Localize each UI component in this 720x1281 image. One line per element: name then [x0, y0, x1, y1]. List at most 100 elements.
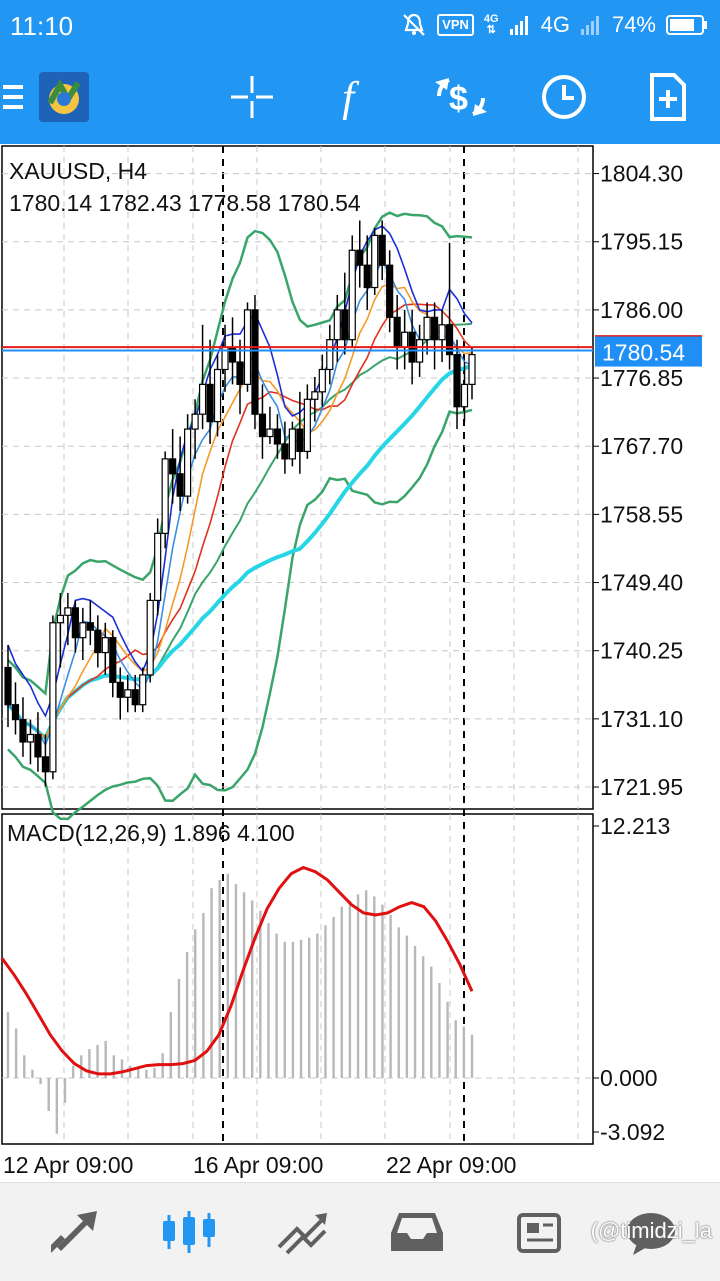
candle: [348, 235, 356, 348]
candle-body: [326, 339, 334, 371]
candle: [318, 354, 326, 407]
candle: [101, 622, 109, 675]
watermark-text: (@timidzi_la: [590, 1218, 712, 1243]
candle-body: [258, 413, 267, 438]
macd-histogram-bar: [23, 1055, 26, 1078]
candle: [124, 674, 132, 713]
candle-body: [423, 316, 431, 341]
currency-exchange-icon: $: [435, 78, 487, 118]
status-bar: 11:10 VPN 4G ⇅ 4G 74%: [0, 0, 720, 50]
candle-body: [273, 428, 282, 445]
candle-body: [198, 383, 207, 415]
macd-histogram-bar: [234, 884, 238, 1078]
timeframe-button[interactable]: [538, 50, 590, 144]
macd-histogram-bar: [421, 956, 425, 1078]
ohlc-label: 1780.14 1782.43 1778.58 1780.54: [9, 190, 361, 216]
candle-body: [311, 391, 319, 400]
macd-histogram-bar: [104, 1040, 107, 1078]
price-tick-label: 1731.10: [600, 706, 683, 732]
candle: [281, 421, 289, 474]
time-axis-label: 16 Apr 09:00: [193, 1152, 323, 1178]
candle: [363, 235, 371, 310]
macd-histogram-bar: [413, 945, 417, 1078]
candle: [86, 600, 94, 646]
macd-histogram-bar: [438, 983, 441, 1078]
symbols-button[interactable]: $: [432, 50, 490, 144]
candle-body: [79, 622, 87, 639]
candle: [56, 592, 64, 668]
candle: [184, 414, 192, 504]
candle: [468, 347, 476, 400]
price-tick-label: 1804.30: [600, 161, 683, 187]
candle: [460, 362, 469, 422]
candle: [11, 682, 20, 735]
chart-labels: 1780.54 XAUUSD, H4 1780.14 1782.43 1778.58…: [3, 158, 702, 1178]
macd-histogram-bar: [259, 910, 262, 1078]
candle: [116, 667, 124, 720]
macd-histogram-bar: [332, 917, 335, 1078]
indicators-button[interactable]: f: [330, 50, 382, 144]
macd-histogram-bar: [210, 888, 213, 1078]
candle-body: [266, 428, 274, 438]
nav-messages[interactable]: [606, 1183, 696, 1281]
candle: [311, 376, 319, 422]
nav-quotes[interactable]: [20, 1183, 130, 1281]
candle: [64, 592, 72, 646]
candle: [378, 220, 386, 281]
candle: [453, 339, 461, 430]
candle-body: [154, 532, 162, 602]
price-tick-label: 1758.55: [600, 501, 683, 527]
candle-body: [288, 428, 296, 460]
price-axis: 1804.30 1795.15 1786.00 1776.85 1767.70 1758.…: [593, 161, 683, 800]
macd-histogram-bar: [153, 1067, 156, 1078]
macd-histogram-bar: [373, 896, 376, 1078]
candle: [273, 414, 282, 459]
candle-body: [11, 704, 20, 721]
clock-icon: [542, 75, 586, 119]
candle: [341, 272, 349, 355]
nav-trade[interactable]: [248, 1183, 358, 1281]
crosshair-button[interactable]: [226, 50, 278, 144]
macd-histogram-bar: [226, 873, 229, 1078]
candle-body: [438, 324, 446, 341]
chart-area[interactable]: 1804.30 1795.15 1786.00 1776.85 1767.70 1758.…: [0, 144, 720, 1182]
candle: [79, 607, 87, 661]
menu-button[interactable]: [0, 50, 28, 144]
signal-icon-2: [580, 16, 599, 35]
macd-histogram-bar: [6, 1011, 10, 1078]
macd-histogram-bar: [405, 935, 409, 1078]
macd-histogram-bar: [177, 978, 181, 1078]
battery-percent: 74%: [611, 12, 656, 37]
macd-histogram-bar: [47, 1078, 50, 1112]
price-chart[interactable]: 1804.30 1795.15 1786.00 1776.85 1767.70 1758.…: [0, 144, 720, 1182]
candle-body: [236, 361, 244, 385]
macd-histogram-bar: [324, 925, 327, 1078]
macd-histogram-bar: [120, 1059, 124, 1078]
candle-body: [430, 316, 439, 341]
candle: [94, 615, 102, 668]
new-order-button[interactable]: [642, 50, 694, 144]
nav-chart[interactable]: [134, 1183, 244, 1281]
chat-icon: [627, 1213, 675, 1255]
bid-price-label: 1780.54: [602, 340, 685, 366]
price-tick-label: 1776.85: [600, 365, 683, 391]
candle-body: [393, 316, 401, 348]
candle: [438, 309, 446, 363]
macd-histogram-bar: [112, 1055, 116, 1078]
trade-trend-icon: [277, 1213, 327, 1255]
candle-body: [303, 398, 311, 453]
macd-histogram-bar: [96, 1044, 99, 1078]
macd-histogram-bar: [307, 937, 311, 1078]
candle: [169, 429, 177, 504]
candle-body: [71, 607, 79, 639]
status-icons: VPN 4G ⇅ 4G 74%: [401, 10, 708, 40]
macd-histogram-bar: [446, 1001, 449, 1078]
candle: [109, 630, 117, 698]
macd-tick-label: 12.213: [600, 813, 670, 839]
macd-histogram-bar: [381, 904, 384, 1078]
candle-body: [445, 324, 454, 356]
quotes-arrows-icon: [51, 1211, 97, 1253]
nav-news[interactable]: [486, 1183, 596, 1281]
candle: [71, 600, 79, 653]
nav-history[interactable]: [362, 1183, 472, 1281]
